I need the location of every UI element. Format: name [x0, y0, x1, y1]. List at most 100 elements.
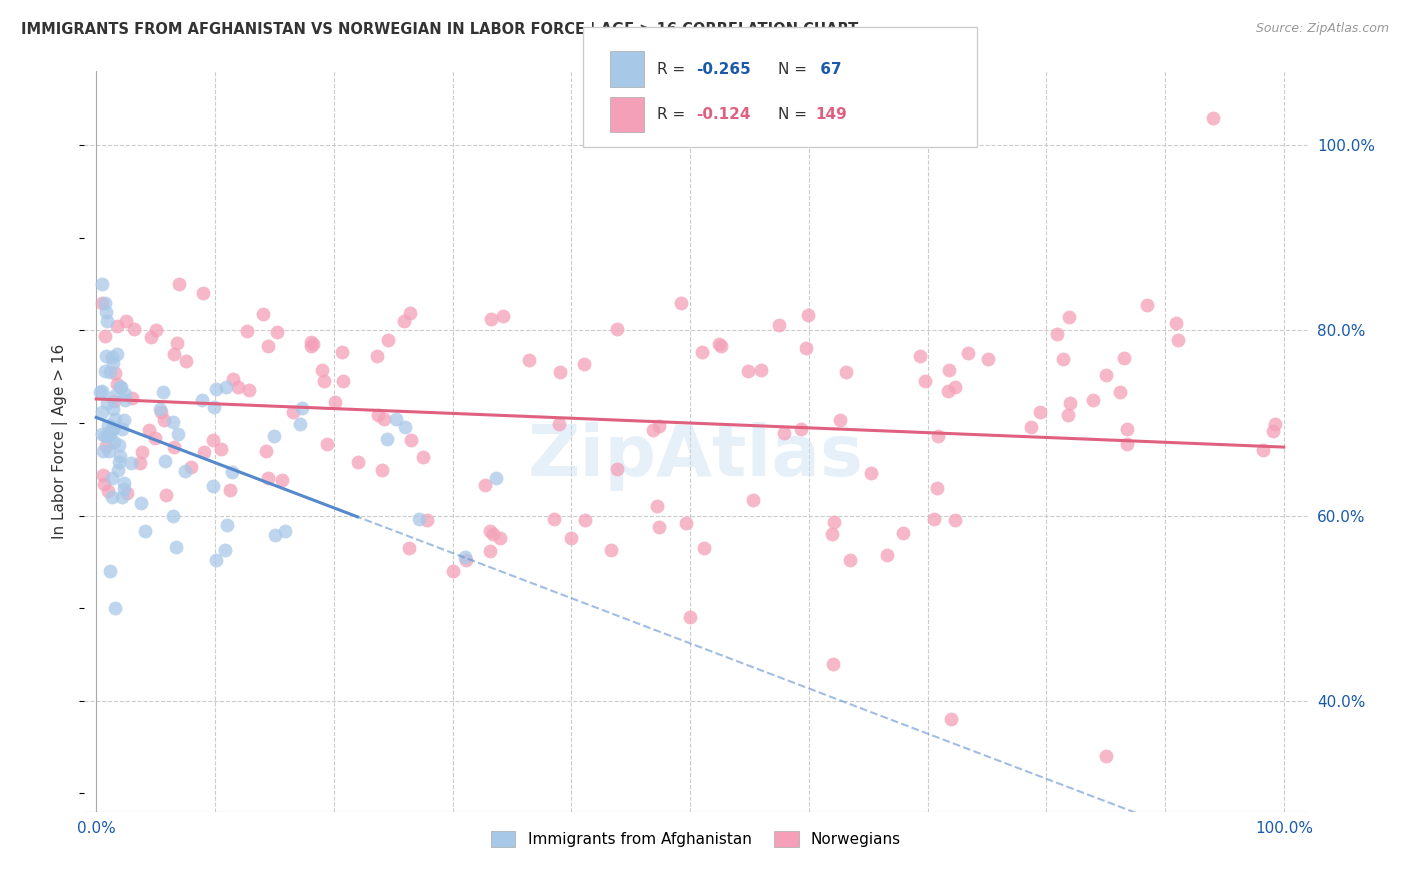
Point: [1094, 368, 1116, 383]
Point: [219, 483, 242, 497]
Point: [264, 528, 287, 542]
Point: [167, 427, 190, 442]
Point: [96, 314, 118, 328]
Point: [105, 318, 128, 333]
Point: [606, 462, 628, 476]
Text: 149: 149: [815, 107, 848, 122]
Point: [938, 363, 960, 377]
Point: [977, 351, 1000, 366]
Point: [89, 384, 111, 399]
Point: [675, 516, 697, 531]
Point: [112, 476, 135, 491]
Point: [454, 549, 477, 564]
Text: IMMIGRANTS FROM AFGHANISTAN VS NORWEGIAN IN LABOR FORCE | AGE > 16 CORRELATION C: IMMIGRANTS FROM AFGHANISTAN VS NORWEGIAN…: [21, 22, 858, 38]
Point: [1094, 749, 1116, 764]
Point: [112, 412, 135, 426]
Point: [166, 540, 188, 554]
Point: [489, 531, 512, 545]
Point: [117, 485, 139, 500]
Point: [120, 456, 142, 470]
Point: [104, 412, 127, 426]
Point: [891, 526, 914, 541]
Point: [790, 422, 813, 436]
Point: [1116, 436, 1139, 450]
Point: [373, 412, 395, 426]
Point: [574, 357, 596, 371]
Point: [669, 296, 692, 310]
Point: [548, 365, 571, 379]
Point: [103, 389, 125, 403]
Point: [121, 391, 143, 405]
Point: [252, 307, 274, 321]
Point: [742, 493, 765, 508]
Point: [1112, 351, 1135, 365]
Point: [131, 496, 153, 510]
Point: [101, 422, 124, 436]
Point: [124, 321, 146, 335]
Point: [312, 374, 335, 388]
Point: [162, 415, 184, 429]
Point: [138, 423, 160, 437]
Point: [90, 384, 112, 398]
Point: [97, 484, 120, 499]
Point: [943, 380, 966, 394]
Point: [332, 374, 354, 388]
Point: [103, 393, 125, 408]
Point: [398, 541, 420, 556]
Point: [302, 337, 325, 351]
Point: [153, 412, 176, 426]
Point: [941, 712, 963, 726]
Point: [1052, 351, 1074, 366]
Point: [103, 402, 125, 417]
Point: [215, 517, 238, 532]
Point: [441, 564, 464, 578]
Text: N =: N =: [778, 62, 811, 77]
Point: [910, 350, 932, 364]
Point: [943, 513, 966, 527]
Point: [1081, 392, 1104, 407]
Text: -0.124: -0.124: [696, 107, 751, 122]
Point: [100, 423, 122, 437]
Point: [828, 413, 851, 427]
Point: [606, 322, 628, 336]
Point: [163, 347, 186, 361]
Point: [288, 417, 311, 431]
Text: Source: ZipAtlas.com: Source: ZipAtlas.com: [1256, 22, 1389, 36]
Point: [482, 527, 505, 541]
Point: [924, 512, 946, 526]
Point: [180, 460, 202, 475]
Point: [114, 387, 136, 401]
Point: [927, 482, 949, 496]
Point: [149, 402, 172, 417]
Point: [599, 542, 621, 557]
Point: [101, 470, 124, 484]
Point: [1057, 408, 1080, 422]
Point: [1264, 417, 1286, 431]
Point: [112, 482, 135, 496]
Point: [347, 455, 370, 469]
Point: [107, 463, 129, 477]
Point: [547, 417, 569, 432]
Point: [399, 306, 422, 320]
Point: [236, 324, 259, 338]
Point: [412, 450, 434, 464]
Point: [93, 295, 115, 310]
Point: [643, 423, 665, 437]
Point: [1136, 298, 1159, 312]
Point: [91, 295, 114, 310]
Point: [914, 374, 936, 388]
Point: [492, 309, 515, 323]
Point: [101, 420, 124, 434]
Point: [139, 330, 162, 344]
Point: [1115, 422, 1137, 436]
Point: [94, 428, 117, 442]
Point: [797, 308, 820, 322]
Point: [936, 384, 959, 399]
Point: [103, 435, 125, 450]
Point: [150, 405, 173, 419]
Point: [174, 353, 197, 368]
Point: [169, 277, 191, 292]
Point: [90, 426, 112, 441]
Point: [173, 464, 195, 478]
Point: [485, 471, 508, 485]
